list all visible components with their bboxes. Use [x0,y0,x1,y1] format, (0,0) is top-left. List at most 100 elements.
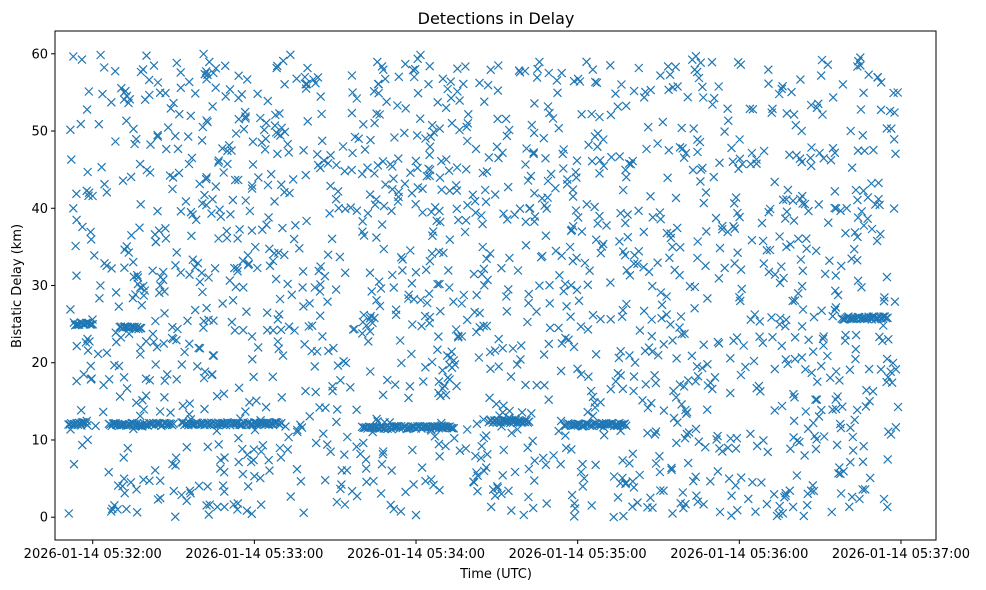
detection-marker [171,335,181,345]
detection-marker [792,436,802,446]
detection-marker [281,421,290,431]
detection-marker [683,458,693,468]
detection-marker [493,114,503,124]
detection-marker [736,473,746,483]
detection-marker [750,310,760,319]
detection-marker [782,207,792,217]
detection-marker [717,221,727,231]
detection-marker [623,232,633,242]
detection-marker [468,190,478,200]
detection-marker [737,284,747,294]
detection-marker [350,132,360,142]
detection-marker [524,289,534,299]
detection-marker [116,83,126,93]
detection-marker [373,79,383,89]
detection-marker [452,64,462,74]
detection-marker [505,406,515,416]
detection-marker [365,367,375,376]
detection-marker [441,103,451,113]
detection-marker [665,70,675,80]
detection-marker [715,158,724,168]
detection-marker [683,92,693,102]
detection-marker [248,137,258,147]
detection-marker [139,291,149,300]
detection-marker [537,193,547,203]
detection-marker [597,242,607,251]
detection-marker [830,148,840,158]
detection-marker [323,297,332,307]
detection-marker [478,242,488,252]
detection-marker [548,114,558,123]
detection-marker [348,325,358,334]
detection-marker [764,267,774,277]
detection-marker [715,507,725,517]
detection-marker [596,314,605,324]
detection-marker [667,465,677,475]
detection-marker [723,104,733,114]
detection-marker [83,167,93,177]
detection-marker [233,433,243,443]
detection-marker [141,374,151,384]
detection-marker [812,377,822,387]
detection-marker [277,223,287,233]
detection-marker [100,179,109,189]
detection-marker [120,488,130,498]
detection-marker [230,325,240,335]
detection-marker [643,403,653,413]
detection-marker [219,467,229,477]
detection-marker [165,171,175,180]
detection-marker [621,299,631,309]
detection-marker [186,231,196,241]
detection-marker [372,414,382,424]
detection-marker [713,466,723,476]
detection-marker [804,206,813,216]
detection-marker [424,164,434,174]
detection-marker [522,415,531,425]
detection-marker [882,272,892,282]
detection-marker [268,325,278,335]
detection-marker [736,265,746,275]
detection-marker [775,319,785,329]
detection-marker [208,68,218,78]
detection-marker [358,438,368,448]
detection-marker [826,155,836,165]
detection-marker [482,449,492,459]
detection-marker [777,401,787,411]
detection-marker [729,336,739,346]
detection-marker [190,88,200,98]
detection-marker [153,206,162,216]
detection-marker [709,93,719,103]
detection-marker [670,265,680,275]
detection-marker [144,75,154,85]
detection-marker [243,260,253,270]
detection-marker [347,108,357,118]
detection-marker [184,159,194,169]
detection-marker [176,268,186,278]
detection-marker [588,65,598,75]
detection-marker [606,110,616,120]
detection-marker [214,234,223,243]
detection-marker [435,485,444,495]
detection-marker [571,167,581,177]
detection-marker [72,341,82,351]
x-tick-label: 2026-01-14 05:36:00 [670,547,808,562]
detection-marker [251,396,261,406]
detection-marker [233,175,243,185]
detection-marker [765,204,775,214]
detection-marker [469,269,479,279]
detection-marker [759,259,769,269]
detection-marker [650,370,660,380]
detection-marker [137,300,147,310]
detection-marker [662,310,672,320]
detection-marker [775,278,785,288]
detection-marker [110,66,120,76]
detection-marker [852,255,862,265]
detection-marker [691,424,701,434]
detection-marker [867,224,877,234]
detection-marker [192,361,202,371]
detection-marker [348,148,357,158]
detection-marker [781,354,791,364]
detection-marker [794,437,804,447]
detection-marker [242,450,252,460]
